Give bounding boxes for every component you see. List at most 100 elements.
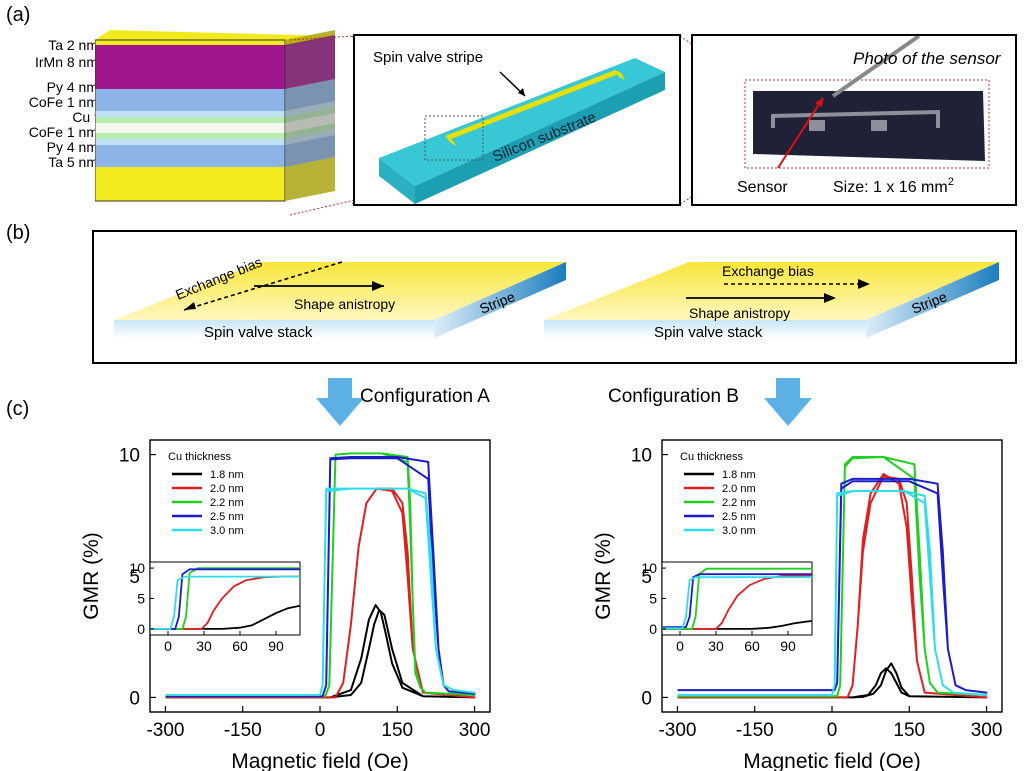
sensor-pointer-line <box>777 97 824 169</box>
sensor-pointer-arrowhead <box>815 98 823 107</box>
legend-entry: 2.5 nm <box>722 511 756 523</box>
stack-side-slice <box>285 107 335 123</box>
config-panel: Exchange bias Shape anistropy Spin valve… <box>92 230 1017 364</box>
probe-needle <box>831 34 921 98</box>
config-b-exchange-bias: Exchange bias <box>722 263 814 279</box>
y-axis-label: GMR (%) <box>80 532 103 620</box>
legend-title: Cu thickness <box>680 451 743 463</box>
config-b-arrow <box>764 378 812 426</box>
inset-x-tick-label: 30 <box>708 638 724 654</box>
inset-x-tick-label: 30 <box>196 638 212 654</box>
legend-entry: 1.8 nm <box>722 469 756 481</box>
stack-slice <box>95 45 285 89</box>
panel-label-c: (c) <box>6 398 30 420</box>
inset-series-line-3.0-nm <box>662 576 812 630</box>
substrate-front <box>415 72 665 204</box>
x-tick-label: -300 <box>146 720 184 741</box>
x-tick-label: 150 <box>381 720 413 741</box>
x-tick-label: -150 <box>224 720 262 741</box>
legend-entry: 3.0 nm <box>210 525 244 537</box>
legend-entry: 3.0 nm <box>722 525 756 537</box>
inset-x-tick-label: 0 <box>164 638 172 654</box>
stack-side-slice <box>285 113 335 133</box>
stack-slice <box>95 111 285 117</box>
stack-slice <box>95 139 285 145</box>
substrate-side <box>379 158 415 204</box>
stack-slice <box>95 145 285 167</box>
stack-layer-label: CoFe 1 nm <box>28 94 98 110</box>
zoom-box <box>424 115 484 161</box>
stripe-pointer-arrowhead <box>518 88 525 96</box>
inset-y-tick-label: 10 <box>129 560 145 576</box>
series-line-2.5-nm <box>677 477 988 694</box>
config-a-stack: Exchange bias Shape anistropy Spin valve… <box>114 254 566 341</box>
inset-series-line-1.8-nm <box>662 620 813 630</box>
inset-y-tick-label: 10 <box>641 560 657 576</box>
config-a-stack-label: Spin valve stack <box>204 324 313 341</box>
config-a-arrow <box>316 378 364 426</box>
sensor-photo: Photo of the sensor Sensor Size: 1 x 16 … <box>737 34 1002 196</box>
x-tick-label: 0 <box>315 720 326 741</box>
device-diagram: Spin valve stripe Silicon substrate <box>373 49 665 204</box>
inset-x-tick-label: 90 <box>268 638 284 654</box>
x-tick-label: -300 <box>658 720 696 741</box>
stack-slice <box>95 133 285 139</box>
inset-y-tick-label: 5 <box>137 591 145 607</box>
stack-layer-label: Cu t <box>72 109 98 125</box>
x-tick-label: 0 <box>827 720 838 741</box>
stack-slice <box>95 89 285 111</box>
stack-side-slice <box>285 123 335 139</box>
config-a-shape-anisotropy: Shape anistropy <box>294 296 395 312</box>
stack-side-slice <box>285 157 335 201</box>
photo-title: Photo of the sensor <box>853 49 1002 68</box>
y-tick-label: 5 <box>129 567 140 588</box>
stack-layer-label: CoFe 1 nm <box>28 124 98 140</box>
y-tick-label: 5 <box>641 567 652 588</box>
device-panel: Spin valve stripe Silicon substrate <box>353 34 681 206</box>
inset-x-tick-label: 60 <box>232 638 248 654</box>
stack-side-slice <box>285 129 335 145</box>
stack-slice <box>95 123 285 133</box>
stack-side-slice <box>285 135 335 167</box>
panel-label-a: (a) <box>6 4 31 26</box>
stack-side-slice <box>285 35 335 89</box>
stripe-end-left <box>445 136 457 146</box>
legend-entry: 2.0 nm <box>210 483 244 495</box>
y-tick-label: 10 <box>119 446 140 467</box>
config-b-stack: Exchange bias Shape anistropy Spin valve… <box>544 262 999 341</box>
config-b-shape-anisotropy: Shape anistropy <box>689 305 790 321</box>
x-tick-label: 300 <box>971 720 1003 741</box>
photo-zoom-box <box>744 79 990 169</box>
stack-side-slice <box>285 79 335 111</box>
photo-panel: Photo of the sensor Sensor Size: 1 x 16 … <box>691 34 1017 206</box>
stripe-end-right <box>615 70 625 80</box>
stack-slice <box>95 167 285 201</box>
stripe-label: Spin valve stripe <box>373 49 483 66</box>
inset-y-tick-label: 0 <box>137 621 145 637</box>
inset-series-line-3.0-nm <box>150 575 300 630</box>
inset-y-tick-label: 5 <box>649 591 657 607</box>
inset-series-line-2.2-nm <box>662 567 812 630</box>
x-axis-label: Magnetic field (Oe) <box>743 750 920 771</box>
size-label: Size: 1 x 16 mm2 <box>833 176 954 196</box>
x-tick-label: -150 <box>736 720 774 741</box>
y-tick-label: 0 <box>641 688 652 709</box>
stack-layer-label: Py 4 nm <box>46 79 98 95</box>
config-b-label: Configuration B <box>608 386 739 407</box>
stack-layer-label: Ta 2 nm <box>48 37 98 53</box>
substrate-top <box>379 58 665 186</box>
legend-entry: 1.8 nm <box>210 469 244 481</box>
series-line-2.2-nm <box>165 452 476 698</box>
stack-front-face <box>95 39 286 202</box>
sensor-label: Sensor <box>737 179 788 196</box>
stack-slice <box>95 40 285 45</box>
inset-x-tick-label: 90 <box>780 638 796 654</box>
inset-series-line-2.2-nm <box>150 567 300 630</box>
series-line-2.5-nm <box>165 456 476 698</box>
legend-entry: 2.0 nm <box>722 483 756 495</box>
inset-x-tick-label: 0 <box>676 638 684 654</box>
x-tick-label: 150 <box>893 720 925 741</box>
config-b-stack-label: Spin valve stack <box>654 324 763 341</box>
